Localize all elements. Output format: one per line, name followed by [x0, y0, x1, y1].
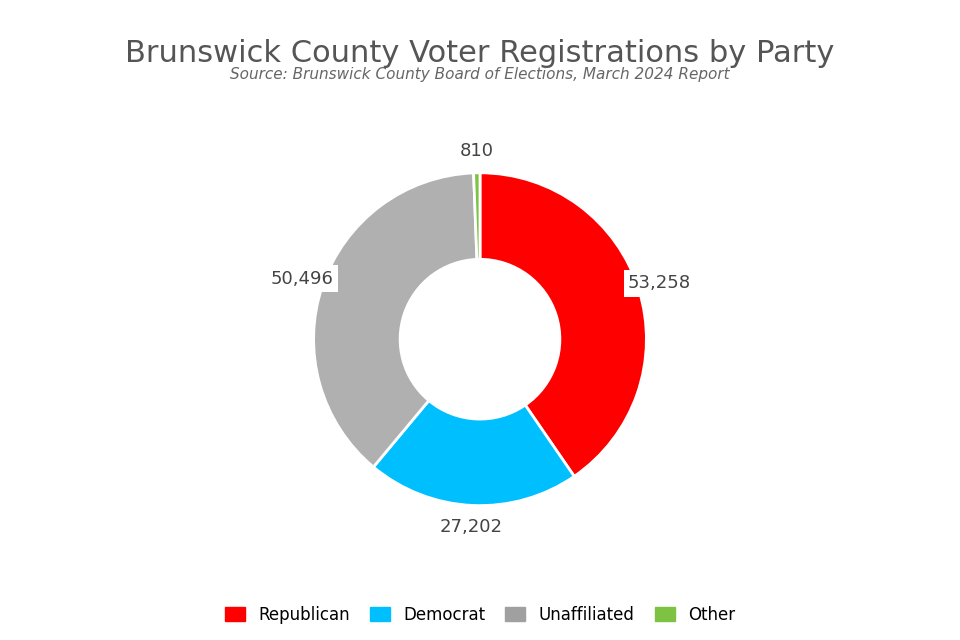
- Text: 27,202: 27,202: [440, 518, 503, 536]
- Text: 810: 810: [460, 142, 493, 160]
- Title: Brunswick County Voter Registrations by Party: Brunswick County Voter Registrations by …: [126, 39, 834, 68]
- Wedge shape: [480, 173, 646, 476]
- Wedge shape: [373, 401, 574, 506]
- Legend: Republican, Democrat, Unaffiliated, Other: Republican, Democrat, Unaffiliated, Othe…: [218, 599, 742, 630]
- Text: Source: Brunswick County Board of Elections, March 2024 Report: Source: Brunswick County Board of Electi…: [230, 67, 730, 82]
- Wedge shape: [314, 173, 477, 467]
- Text: 53,258: 53,258: [628, 275, 691, 292]
- Wedge shape: [473, 173, 480, 259]
- Text: 50,496: 50,496: [271, 269, 333, 287]
